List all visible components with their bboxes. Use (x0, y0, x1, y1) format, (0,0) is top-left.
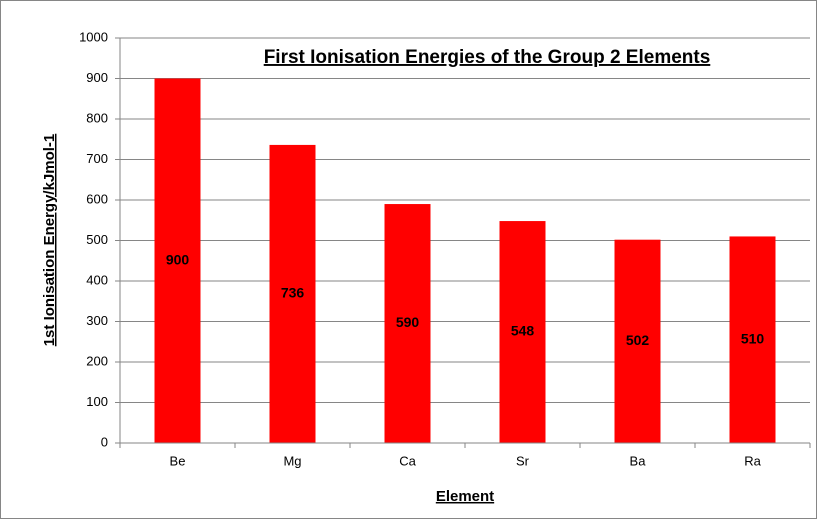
x-tick-label: Mg (283, 453, 301, 468)
bar (269, 144, 316, 444)
y-tick-label: 300 (86, 313, 108, 328)
x-axis-label: Element (436, 488, 494, 505)
x-tick-label: Ba (630, 453, 647, 468)
y-tick-label: 600 (86, 191, 108, 206)
x-tick-label: Sr (516, 453, 530, 468)
data-label: 736 (281, 285, 305, 301)
x-tick-label: Ra (744, 453, 761, 468)
y-tick-label: 900 (86, 70, 108, 85)
y-tick-label: 100 (86, 394, 108, 409)
data-label: 590 (396, 314, 420, 330)
bar (154, 78, 201, 443)
x-tick-label: Be (170, 453, 186, 468)
x-tick-label: Ca (399, 453, 416, 468)
data-label: 900 (166, 251, 190, 267)
bar (499, 221, 546, 443)
y-axis-label: 1st Ionisation Energy/kJmol-1 (41, 134, 58, 347)
y-tick-label: 1000 (79, 29, 108, 44)
y-tick-label: 500 (86, 232, 108, 247)
chart-title: First Ionisation Energies of the Group 2… (264, 47, 711, 68)
data-label: 548 (511, 323, 535, 339)
bar (729, 236, 776, 443)
y-tick-label: 400 (86, 272, 108, 287)
y-tick-label: 700 (86, 151, 108, 166)
data-label: 510 (741, 330, 765, 346)
bar (614, 239, 661, 443)
bar (384, 204, 431, 443)
y-tick-label: 200 (86, 353, 108, 368)
y-tick-label: 800 (86, 110, 108, 125)
y-tick-label: 0 (101, 434, 108, 449)
data-label: 502 (626, 332, 650, 348)
